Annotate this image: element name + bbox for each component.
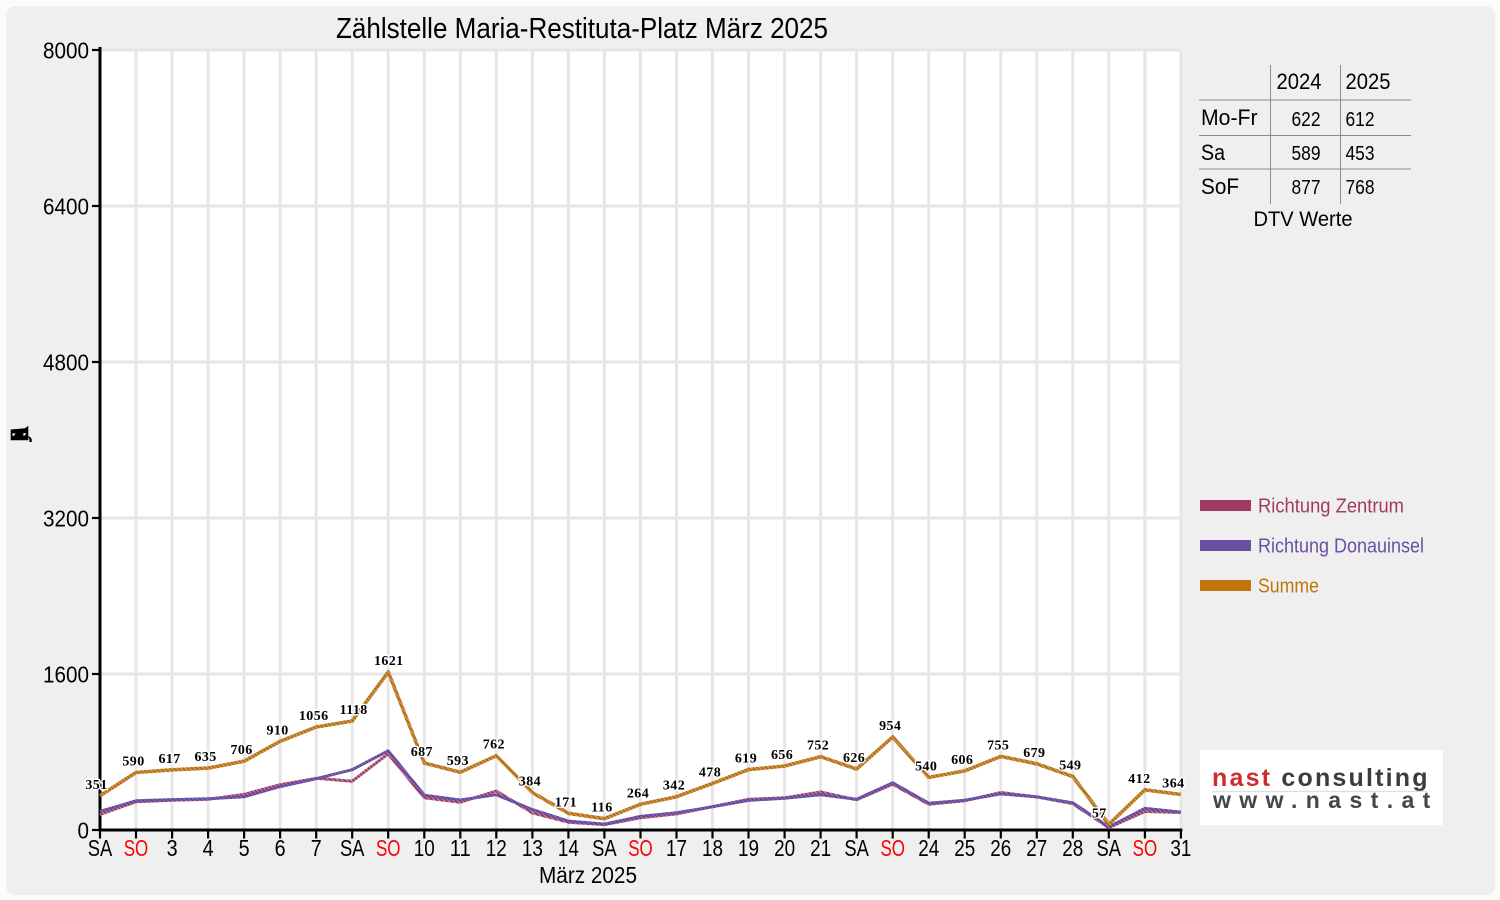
svg-text:1056: 1056	[299, 709, 329, 724]
svg-text:910: 910	[266, 723, 288, 738]
svg-text:27: 27	[1026, 835, 1047, 861]
svg-text:540: 540	[915, 759, 937, 774]
svg-text:453: 453	[1346, 143, 1375, 165]
svg-text:31: 31	[1170, 835, 1191, 861]
svg-text:1600: 1600	[43, 662, 89, 688]
svg-text:619: 619	[735, 752, 757, 767]
svg-text:384: 384	[519, 775, 541, 790]
svg-text:6400: 6400	[43, 194, 89, 220]
svg-text:1118: 1118	[340, 703, 368, 718]
svg-text:264: 264	[627, 786, 649, 801]
svg-text:24: 24	[918, 835, 939, 861]
svg-text:Zählstelle Maria-Restituta-Pla: Zählstelle Maria-Restituta-Platz März 20…	[336, 13, 828, 45]
svg-text:364: 364	[1162, 777, 1184, 792]
svg-text:768: 768	[1346, 177, 1375, 199]
svg-text:593: 593	[447, 754, 469, 769]
svg-text:21: 21	[810, 835, 831, 861]
svg-text:626: 626	[843, 751, 865, 766]
svg-text:12: 12	[486, 835, 507, 861]
svg-text:6: 6	[275, 835, 286, 861]
svg-text:SA: SA	[592, 835, 617, 861]
svg-text:18: 18	[702, 835, 723, 861]
svg-text:SO: SO	[376, 835, 401, 861]
svg-text:www.nast.at: www.nast.at	[1212, 787, 1439, 813]
svg-text:DTV Werte: DTV Werte	[1254, 208, 1353, 231]
svg-text:752: 752	[807, 739, 829, 754]
svg-text:478: 478	[699, 765, 721, 780]
svg-text:612: 612	[1346, 109, 1375, 131]
svg-text:SO: SO	[880, 835, 905, 861]
svg-text:20: 20	[774, 835, 795, 861]
svg-text:679: 679	[1023, 746, 1045, 761]
svg-text:412: 412	[1128, 772, 1150, 787]
svg-text:877: 877	[1292, 177, 1321, 199]
svg-text:5: 5	[239, 835, 250, 861]
svg-text:SO: SO	[124, 835, 149, 861]
svg-text:14: 14	[558, 835, 579, 861]
svg-text:617: 617	[158, 752, 180, 767]
svg-text:3200: 3200	[43, 506, 89, 532]
svg-text:622: 622	[1292, 109, 1321, 131]
svg-text:Richtung Donauinsel: Richtung Donauinsel	[1258, 536, 1424, 558]
svg-text:8000: 8000	[43, 38, 89, 64]
svg-text:SoF: SoF	[1201, 174, 1239, 199]
svg-text:656: 656	[771, 748, 793, 763]
svg-text:SO: SO	[628, 835, 653, 861]
svg-text:549: 549	[1059, 759, 1081, 774]
svg-text:SA: SA	[88, 835, 113, 861]
svg-text:2024: 2024	[1277, 69, 1322, 94]
svg-text:nast consulting: nast consulting	[1212, 764, 1430, 792]
svg-text:4: 4	[203, 835, 214, 861]
svg-text:17: 17	[666, 835, 687, 861]
svg-text:3: 3	[167, 835, 178, 861]
svg-text:687: 687	[411, 745, 433, 760]
svg-text:635: 635	[194, 750, 216, 765]
svg-text:SA: SA	[844, 835, 869, 861]
svg-text:10: 10	[414, 835, 435, 861]
svg-text:Mo-Fr: Mo-Fr	[1201, 105, 1258, 130]
svg-text:4800: 4800	[43, 350, 89, 376]
svg-text:SA: SA	[1097, 835, 1122, 861]
svg-text:755: 755	[987, 738, 1009, 753]
svg-text:28: 28	[1062, 835, 1083, 861]
svg-text:57: 57	[1092, 806, 1107, 821]
svg-text:606: 606	[951, 753, 973, 768]
svg-text:SA: SA	[340, 835, 365, 861]
svg-text:116: 116	[591, 801, 612, 816]
svg-text:25: 25	[954, 835, 975, 861]
svg-text:1621: 1621	[374, 654, 404, 669]
svg-text:7: 7	[311, 835, 322, 861]
svg-text:342: 342	[663, 779, 685, 794]
svg-text:13: 13	[522, 835, 543, 861]
svg-text:590: 590	[122, 755, 144, 770]
svg-text:19: 19	[738, 835, 759, 861]
svg-text:SO: SO	[1133, 835, 1158, 861]
svg-text:706: 706	[230, 743, 252, 758]
svg-text:Sa: Sa	[1201, 140, 1226, 165]
svg-text:954: 954	[879, 719, 901, 734]
svg-text:März 2025: März 2025	[539, 862, 637, 888]
svg-text:762: 762	[483, 738, 505, 753]
svg-text:Richtung Zentrum: Richtung Zentrum	[1258, 496, 1404, 518]
svg-text:Summe: Summe	[1258, 576, 1319, 598]
svg-text:0: 0	[78, 818, 90, 844]
svg-text:11: 11	[450, 835, 471, 861]
svg-text:351: 351	[85, 778, 107, 793]
svg-text:26: 26	[990, 835, 1011, 861]
svg-text:2025: 2025	[1346, 69, 1391, 94]
svg-text:171: 171	[555, 795, 577, 810]
svg-text:589: 589	[1292, 143, 1321, 165]
